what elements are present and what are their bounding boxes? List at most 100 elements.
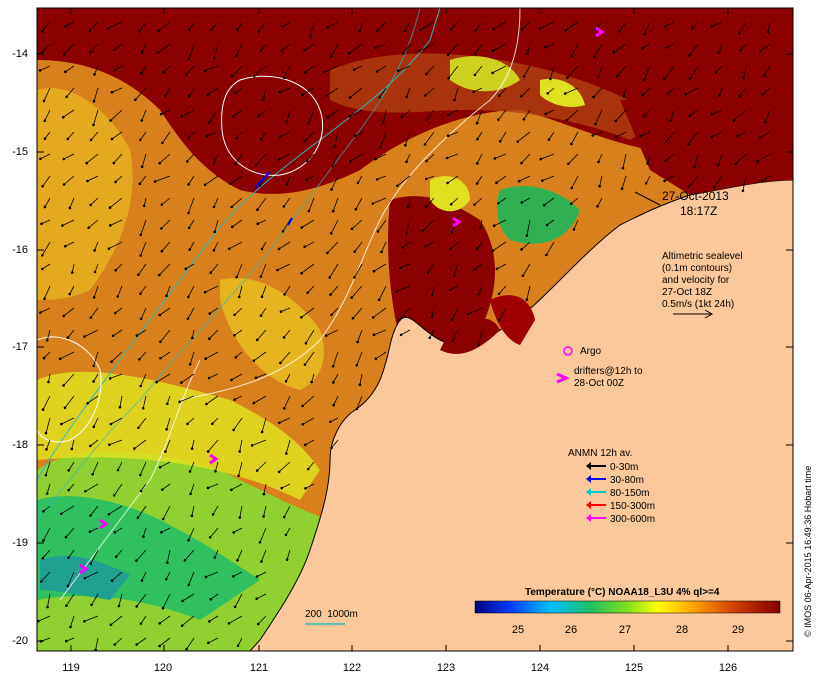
velocity-arrow-head xyxy=(238,450,241,453)
velocity-arrow-head xyxy=(43,297,46,301)
velocity-arrow xyxy=(664,65,675,79)
velocity-arrow xyxy=(87,175,99,182)
velocity-arrow xyxy=(431,307,435,317)
velocity-arrow-head xyxy=(544,112,547,116)
velocity-arrow xyxy=(41,241,51,256)
velocity-arrow-head xyxy=(40,51,43,54)
velocity-arrow-head xyxy=(236,28,239,32)
velocity-arrow xyxy=(452,329,459,341)
velocity-arrow-head xyxy=(186,160,189,163)
velocity-arrow-head xyxy=(567,162,570,165)
velocity-arrow-head xyxy=(91,472,94,476)
velocity-arrow-head xyxy=(734,162,737,166)
velocity-arrow xyxy=(261,417,267,433)
altimetry-note-3: and velocity for xyxy=(662,275,730,286)
velocity-arrow-head xyxy=(620,187,624,190)
lon-tick: 125 xyxy=(624,662,644,674)
velocity-arrow xyxy=(109,439,123,446)
velocity-arrow xyxy=(187,285,195,298)
velocity-arrow xyxy=(93,373,99,382)
anmn-arrow-blue xyxy=(254,171,271,189)
velocity-arrow-head xyxy=(329,420,332,424)
yellow-ne-patch xyxy=(450,56,520,92)
velocity-arrow-head xyxy=(188,248,191,251)
velocity-arrow-head xyxy=(164,94,167,98)
velocity-arrow-head xyxy=(231,74,234,78)
velocity-arrow-head xyxy=(493,157,497,160)
velocity-arrow xyxy=(305,439,315,446)
velocity-arrow xyxy=(67,571,75,587)
velocity-arrow xyxy=(63,373,75,386)
velocity-arrow xyxy=(205,571,219,578)
velocity-arrow xyxy=(63,153,75,160)
velocity-arrow xyxy=(357,175,363,184)
velocity-arrow-head xyxy=(110,360,113,364)
lon-tick: 122 xyxy=(342,662,362,674)
velocity-arrow-head xyxy=(110,137,114,141)
velocity-arrow xyxy=(112,329,123,337)
velocity-arrow xyxy=(260,43,267,51)
velocity-arrow-head xyxy=(309,36,312,39)
velocity-arrow xyxy=(330,43,339,57)
velocity-arrow xyxy=(140,285,147,294)
velocity-arrow xyxy=(141,109,147,121)
velocity-arrow xyxy=(691,21,699,29)
velocity-arrow xyxy=(191,439,195,449)
velocity-arrow-head xyxy=(211,422,214,426)
velocity-arrow-head xyxy=(591,134,594,137)
velocity-arrow-head xyxy=(137,426,140,430)
velocity-arrow xyxy=(349,43,363,54)
velocity-arrow-head xyxy=(278,90,282,94)
velocity-arrow xyxy=(279,153,291,160)
velocity-arrow-head xyxy=(564,29,567,32)
velocity-arrow-head xyxy=(157,51,160,54)
velocity-arrow-head xyxy=(113,531,117,534)
velocity-arrow-head xyxy=(353,276,356,279)
velocity-arrow-head xyxy=(137,273,140,277)
hot-coast-mid xyxy=(440,318,500,354)
velocity-arrow-head xyxy=(62,314,65,318)
velocity-arrow-head xyxy=(183,559,187,562)
velocity-arrow xyxy=(517,131,531,142)
velocity-arrow xyxy=(161,527,171,533)
velocity-arrow-head xyxy=(107,247,111,250)
velocity-arrow-head xyxy=(304,341,308,345)
velocity-arrow xyxy=(43,351,51,359)
velocity-arrow-head xyxy=(68,206,72,210)
velocity-arrow-head xyxy=(227,247,231,251)
velocity-arrow-head xyxy=(203,290,207,294)
velocity-arrow-head xyxy=(203,183,207,187)
velocity-arrow-head xyxy=(405,95,409,99)
velocity-arrow xyxy=(284,285,291,295)
velocity-arrow-head xyxy=(58,357,62,361)
velocity-arrow-head xyxy=(395,290,398,293)
velocity-arrow xyxy=(493,21,507,30)
velocity-arrow xyxy=(90,197,99,206)
velocity-arrow-head xyxy=(252,359,256,363)
velocity-arrow-head xyxy=(108,206,112,209)
velocity-arrow-head xyxy=(521,274,525,278)
velocity-arrow xyxy=(233,417,243,431)
velocity-arrow-head xyxy=(89,203,92,207)
velocity-arrow xyxy=(665,21,675,27)
velocity-arrow xyxy=(308,109,315,123)
velocity-arrow-head xyxy=(259,49,263,52)
velocity-arrow-head xyxy=(63,25,67,28)
velocity-arrow-head xyxy=(279,135,282,138)
velocity-arrow-head xyxy=(644,181,648,185)
velocity-arrow xyxy=(47,593,51,608)
velocity-arrow xyxy=(259,527,267,543)
velocity-arrow-head xyxy=(62,53,66,56)
velocity-arrow-head xyxy=(138,182,142,185)
velocity-arrow-head xyxy=(187,137,190,140)
velocity-arrow-head xyxy=(300,226,304,229)
velocity-arrow xyxy=(160,329,171,343)
velocity-arrow-head xyxy=(285,452,288,455)
velocity-arrow xyxy=(234,395,243,400)
velocity-arrow xyxy=(408,197,411,207)
velocity-arrow xyxy=(354,241,363,252)
velocity-arrow xyxy=(285,527,291,536)
velocity-arrow xyxy=(302,395,315,407)
velocity-arrow xyxy=(282,21,291,27)
velocity-arrow-head xyxy=(259,314,263,318)
